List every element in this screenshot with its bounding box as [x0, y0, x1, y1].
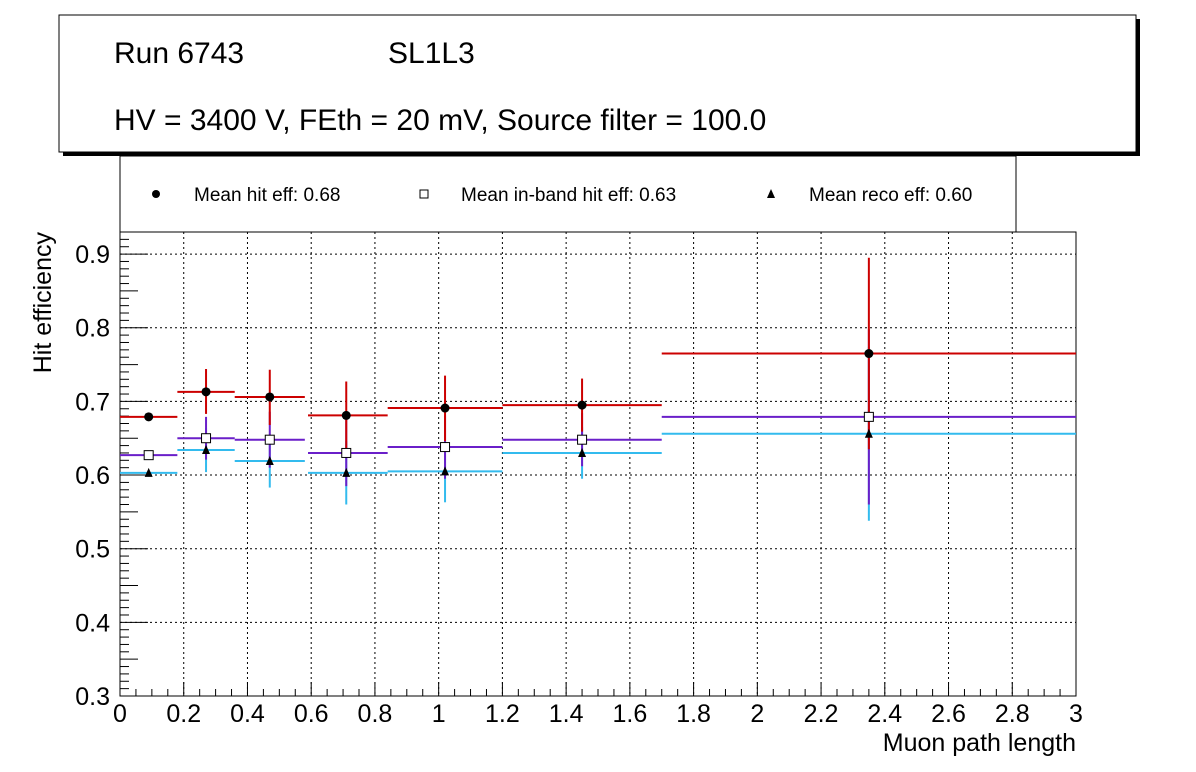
- title-run: Run 6743: [114, 37, 244, 70]
- data-point-triangle: [578, 447, 587, 457]
- data-point-square: [577, 434, 588, 445]
- series-markers: [144, 428, 873, 477]
- x-tick-label: 2.8: [995, 700, 1030, 728]
- x-tick-labels: 0 0.2 0.4 0.6 0.8 1 1.2 1.4 1.6 1.8 2 2.2 2.4 2.6 2.8 3: [113, 700, 1083, 728]
- title-box: Run 6743 SL1L3 HV = 3400 V, FEth = 20 mV…: [58, 14, 1140, 156]
- x-tick-label: 2.6: [931, 700, 966, 728]
- legend-marker-triangle: [767, 189, 775, 198]
- title-conditions: HV = 3400 V, FEth = 20 mV, Source filter…: [114, 104, 766, 137]
- x-tick-label: 2: [750, 700, 764, 728]
- y-tick-label: 0.3: [75, 683, 110, 711]
- x-tick-label: 0: [113, 700, 127, 728]
- data-point-circle: [341, 410, 351, 420]
- y-tick-label: 0.4: [75, 609, 110, 637]
- legend-label-reco: Mean reco eff: 0.60: [809, 185, 972, 206]
- y-tick-label: 0.8: [75, 315, 110, 343]
- x-tick-label: 1.6: [612, 700, 647, 728]
- data-point-square: [264, 434, 275, 445]
- data-point-square: [440, 442, 451, 453]
- x-tick-label: 1: [432, 700, 446, 728]
- legend: Mean hit eff: 0.68 Mean in-band hit eff:…: [119, 155, 1017, 233]
- data-point-triangle: [864, 428, 873, 438]
- x-tick-label: 0.2: [166, 700, 201, 728]
- legend-label-inband: Mean in-band hit eff: 0.63: [461, 185, 676, 206]
- legend-label-hit: Mean hit eff: 0.68: [194, 185, 340, 206]
- data-point-triangle: [265, 456, 274, 466]
- plot-frame: [119, 231, 1077, 697]
- series-errorbars: [120, 346, 1076, 521]
- x-tick-label: 1.4: [549, 700, 584, 728]
- data-point-triangle: [202, 445, 211, 455]
- series-errorbars: [120, 329, 1076, 505]
- series-markers: [144, 349, 874, 422]
- x-tick-label: 3: [1069, 700, 1083, 728]
- data-point-circle: [440, 403, 450, 413]
- data-point-square: [863, 411, 874, 422]
- y-tick-label: 0.6: [75, 462, 110, 490]
- series-markers: [143, 411, 874, 461]
- x-tick-label: 2.2: [804, 700, 839, 728]
- data-point-circle: [201, 387, 211, 397]
- data-point-triangle: [342, 467, 351, 477]
- title-layer: SL1L3: [388, 37, 475, 70]
- data-point-circle: [577, 400, 587, 410]
- data-point-triangle: [144, 467, 153, 477]
- x-axis-title: Muon path length: [883, 729, 1076, 757]
- y-tick-label: 0.7: [75, 388, 110, 416]
- y-tick-labels: 0.3 0.4 0.5 0.6 0.7 0.8 0.9: [75, 241, 110, 711]
- grid: [120, 232, 1076, 696]
- data-point-circle: [265, 392, 275, 402]
- x-tick-label: 1.2: [485, 700, 520, 728]
- data-point-square: [143, 450, 154, 461]
- x-tick-label: 2.4: [867, 700, 902, 728]
- data-point-circle: [144, 412, 154, 422]
- x-tick-label: 0.8: [358, 700, 393, 728]
- x-tick-label: 1.8: [676, 700, 711, 728]
- legend-marker-circle: [152, 190, 160, 198]
- axis-ticks: [119, 231, 1077, 697]
- x-tick-label: 0.6: [294, 700, 329, 728]
- series-errorbars: [120, 257, 1076, 450]
- data-series: [120, 257, 1076, 521]
- x-tick-label: 0.4: [230, 700, 265, 728]
- data-point-square: [341, 447, 352, 458]
- data-point-circle: [864, 349, 874, 359]
- legend-marker-square: [419, 189, 429, 199]
- data-point-square: [201, 433, 212, 444]
- data-point-triangle: [441, 466, 450, 476]
- y-tick-label: 0.5: [75, 536, 110, 564]
- y-tick-label: 0.9: [75, 241, 110, 269]
- y-axis-title: Hit efficiency: [29, 232, 57, 374]
